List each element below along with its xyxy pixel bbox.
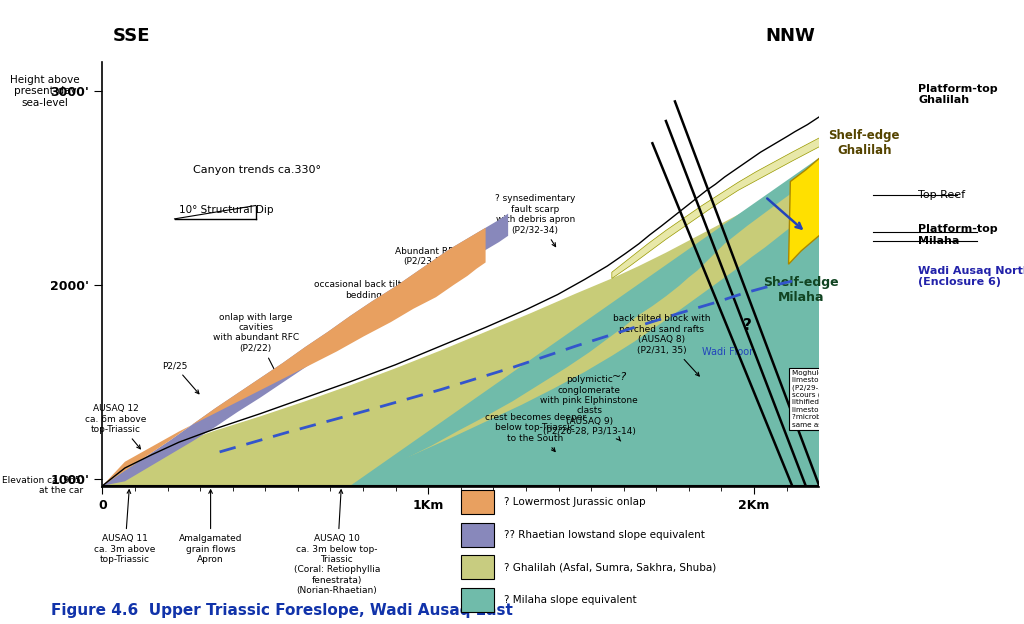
Text: SSE: SSE <box>113 27 150 46</box>
Text: ? Milaha slope equivalent: ? Milaha slope equivalent <box>504 595 637 605</box>
Text: Top Reef: Top Reef <box>919 190 966 200</box>
Text: occasional back tilted
bedding: occasional back tilted bedding <box>314 280 414 314</box>
Polygon shape <box>102 213 508 485</box>
Text: AUSAQ 12
ca. 6m above
top-Triassic: AUSAQ 12 ca. 6m above top-Triassic <box>85 404 146 449</box>
Text: Elevation ca. 965'
at the car: Elevation ca. 965' at the car <box>2 476 83 495</box>
Text: AUSAQ 10
ca. 3m below top-
Triassic
(Coral: Retiophyllia
fenestrata)
(Norian-Rha: AUSAQ 10 ca. 3m below top- Triassic (Cor… <box>294 490 380 595</box>
Text: polymictic
conglomerate
with pink Elphinstone
clasts
(AUSAQ 9)
(P2/26-28, P3/13-: polymictic conglomerate with pink Elphin… <box>541 375 638 441</box>
Polygon shape <box>102 99 905 485</box>
Text: Abundant RFC
(P2/23-24): Abundant RFC (P2/23-24) <box>394 246 459 288</box>
Text: ?? Rhaetian lowstand slope equivalent: ?? Rhaetian lowstand slope equivalent <box>504 530 705 540</box>
Text: Wadi Floor: Wadi Floor <box>702 348 753 358</box>
Text: Wadi Ausaq North
(Enclosure 6): Wadi Ausaq North (Enclosure 6) <box>919 266 1024 288</box>
Text: Platform-top
Milaha: Platform-top Milaha <box>919 224 997 246</box>
Text: Shelf-edge
Ghalilah: Shelf-edge Ghalilah <box>828 129 900 157</box>
Polygon shape <box>788 72 906 264</box>
Text: crest becomes deeper
below top-Triassic
to the South: crest becomes deeper below top-Triassic … <box>484 413 586 452</box>
Polygon shape <box>350 132 906 485</box>
Text: Height above
present-day
sea-level: Height above present-day sea-level <box>10 75 80 108</box>
Text: ? Lowermost Jurassic onlap: ? Lowermost Jurassic onlap <box>504 497 645 507</box>
Text: Platform-top
Ghalilah: Platform-top Ghalilah <box>919 84 997 105</box>
Text: Shelf-edge
Milaha: Shelf-edge Milaha <box>763 276 839 304</box>
Polygon shape <box>102 228 485 485</box>
Polygon shape <box>611 92 906 278</box>
Text: Canyon trends ca.330°: Canyon trends ca.330° <box>193 165 321 175</box>
Text: ? synsedimentary
fault scarp
with debris apron
(P2/32-34): ? synsedimentary fault scarp with debris… <box>495 194 575 246</box>
Text: P2/25: P2/25 <box>162 361 199 394</box>
Text: Moghuled grainflows with red sandy
limestones grading up to olive grey packstone: Moghuled grainflows with red sandy limes… <box>793 370 964 427</box>
Text: 10° Structural Dip: 10° Structural Dip <box>179 205 273 215</box>
Text: NNW: NNW <box>766 27 815 46</box>
Text: onlap with large
cavities
with abundant RFC
(P2/22): onlap with large cavities with abundant … <box>213 313 299 374</box>
Polygon shape <box>350 98 905 485</box>
Text: back tilted block with
perched sand rafts
(AUSAQ 8)
(P2/31, 35): back tilted block with perched sand raft… <box>612 314 711 376</box>
Text: AUSAQ 11
ca. 3m above
top-Triassic: AUSAQ 11 ca. 3m above top-Triassic <box>94 490 156 564</box>
Text: Figure 4.6  Upper Triassic Foreslope, Wadi Ausaq East: Figure 4.6 Upper Triassic Foreslope, Wad… <box>51 603 513 618</box>
Text: ~?: ~? <box>611 373 627 383</box>
Text: ?: ? <box>742 318 752 333</box>
Text: Amalgamated
grain flows
Apron: Amalgamated grain flows Apron <box>179 490 243 564</box>
Text: ? Ghalilah (Asfal, Sumra, Sakhra, Shuba): ? Ghalilah (Asfal, Sumra, Sakhra, Shuba) <box>504 562 716 572</box>
